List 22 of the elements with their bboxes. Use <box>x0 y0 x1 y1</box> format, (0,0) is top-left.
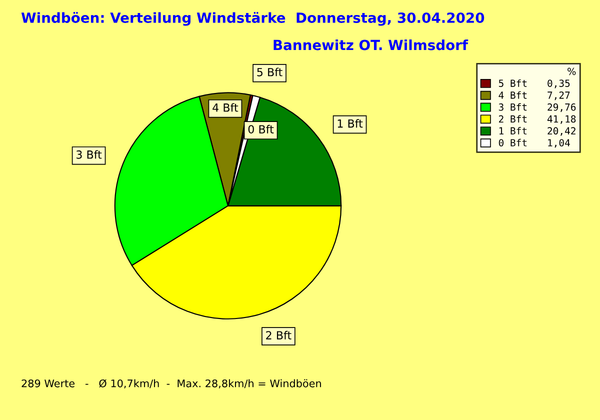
text: 289 Werte - Ø 10,7km/h - Max. 28,8km/h = Windböen <box>22 379 321 388</box>
slice-label: 5 Bft <box>257 68 282 76</box>
legend-label: 3 Bft <box>498 103 527 111</box>
data-label: 7,27 <box>548 92 570 100</box>
category-label: 0 Bft <box>248 124 274 134</box>
slice-label: 4 Bft <box>212 103 238 112</box>
data-label: 41,18 <box>547 115 576 124</box>
slice-label: 2 Bft <box>266 330 292 340</box>
data-label: 29,76 <box>548 103 576 112</box>
legend-label: 1 Bft <box>499 127 527 134</box>
legend-label: 2 Bft <box>498 115 527 123</box>
legend-label: 5 Bft <box>498 79 527 87</box>
legend-title: % <box>568 68 576 76</box>
chart-title: Windböen: Verteilung Windstärke Donnerstag, 30.04.2020 <box>21 12 484 26</box>
data-label: 1,04 <box>548 139 570 148</box>
data-label: 0,35 <box>548 80 570 88</box>
legend-label: 4 Bft <box>498 91 527 99</box>
data-label: 20,42 <box>548 127 576 136</box>
slice-label: 3 Bft <box>76 150 102 159</box>
slice-label: 1 Bft <box>338 119 363 128</box>
chart-subtitle: Bannewitz OT. Wilmsdorf <box>274 39 468 50</box>
legend-label: 0 Bft <box>498 138 527 146</box>
